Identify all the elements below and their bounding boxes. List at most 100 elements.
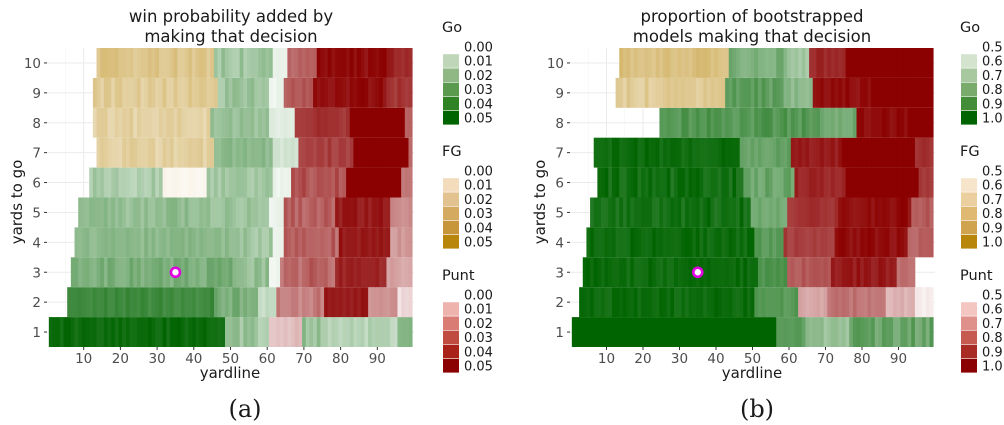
heat-cell bbox=[885, 317, 890, 347]
heat-cell bbox=[386, 77, 391, 108]
heat-cell bbox=[371, 107, 376, 138]
heat-cell bbox=[622, 257, 627, 288]
heat-cell bbox=[162, 317, 167, 347]
heat-cell bbox=[878, 257, 883, 288]
heat-cell bbox=[787, 227, 792, 258]
heat-cell bbox=[342, 227, 347, 258]
heat-cell bbox=[695, 48, 700, 78]
heat-cell bbox=[633, 167, 638, 198]
heat-cell bbox=[820, 137, 825, 168]
heat-cell bbox=[331, 137, 336, 168]
heat-cell bbox=[903, 317, 909, 347]
heat-cell bbox=[217, 107, 222, 138]
heat-cell bbox=[703, 48, 708, 78]
heat-cell bbox=[874, 167, 879, 198]
heat-cell bbox=[316, 317, 321, 347]
heat-cell bbox=[798, 287, 803, 318]
heat-cell bbox=[202, 257, 208, 288]
heat-cell bbox=[743, 317, 748, 347]
heat-cell bbox=[346, 197, 351, 228]
heat-cell bbox=[659, 167, 664, 198]
heat-cell bbox=[663, 287, 668, 318]
heat-cell bbox=[338, 197, 343, 228]
heat-cell bbox=[338, 48, 343, 78]
heat-cell bbox=[364, 287, 369, 318]
heat-cell bbox=[611, 197, 617, 228]
heat-cell bbox=[626, 227, 631, 258]
heat-cell bbox=[305, 317, 310, 347]
heat-cell bbox=[637, 227, 642, 258]
heat-cell bbox=[393, 257, 398, 288]
heat-cell bbox=[867, 227, 872, 258]
heat-cell bbox=[404, 137, 409, 168]
heat-cell bbox=[608, 167, 613, 198]
heat-cell bbox=[721, 197, 726, 228]
heat-cell bbox=[397, 317, 402, 347]
heat-cell bbox=[801, 137, 806, 168]
heat-cell bbox=[637, 77, 642, 108]
legend-label: 0.01 bbox=[464, 179, 493, 194]
heat-cell bbox=[228, 287, 233, 318]
heat-cell bbox=[224, 317, 230, 347]
heat-cell bbox=[250, 48, 255, 78]
heat-cell bbox=[929, 107, 934, 138]
heat-cell bbox=[379, 227, 384, 258]
heat-cell bbox=[357, 48, 362, 78]
heat-cell bbox=[871, 167, 876, 198]
heat-cell bbox=[298, 137, 303, 168]
heat-cell bbox=[674, 287, 679, 318]
heat-cell bbox=[338, 317, 343, 347]
heat-cell bbox=[688, 227, 693, 258]
heat-cell bbox=[206, 257, 211, 288]
legend-swatch bbox=[961, 344, 977, 359]
heat-cell bbox=[89, 257, 94, 288]
heat-cell bbox=[103, 197, 108, 228]
heat-cell bbox=[357, 107, 362, 138]
heat-cell bbox=[827, 317, 832, 347]
heat-cell bbox=[896, 48, 901, 78]
heat-cell bbox=[619, 197, 624, 228]
heat-cell bbox=[852, 77, 857, 108]
heat-cell bbox=[644, 197, 649, 228]
heat-cell bbox=[280, 137, 285, 168]
heat-cell bbox=[133, 287, 138, 318]
heat-cell bbox=[834, 48, 839, 78]
legend-swatch bbox=[443, 111, 459, 125]
heat-cell bbox=[309, 287, 314, 318]
heat-cell bbox=[838, 137, 843, 168]
heat-cell bbox=[103, 167, 108, 198]
heat-cell bbox=[114, 197, 119, 228]
heat-cell bbox=[118, 167, 123, 198]
heat-cell bbox=[111, 167, 116, 198]
heat-cell bbox=[648, 137, 653, 168]
heat-cell bbox=[684, 48, 690, 78]
heat-cell bbox=[925, 48, 930, 78]
heat-cell bbox=[710, 227, 715, 258]
heat-cell bbox=[900, 48, 905, 78]
heat-cell bbox=[684, 317, 690, 347]
heat-cell bbox=[878, 227, 883, 258]
heat-cell bbox=[885, 137, 890, 168]
heat-cell bbox=[206, 197, 211, 228]
legend-label: 0.03 bbox=[464, 331, 493, 346]
heat-cell bbox=[302, 287, 307, 318]
heat-cell bbox=[313, 137, 318, 168]
heat-cell bbox=[96, 107, 101, 138]
heat-cell bbox=[867, 48, 872, 78]
heat-cell bbox=[283, 137, 288, 168]
heat-cell bbox=[272, 257, 277, 288]
heat-cell bbox=[89, 317, 94, 347]
heat-cell bbox=[874, 107, 879, 138]
heat-cell bbox=[254, 137, 259, 168]
heat-cell bbox=[364, 167, 369, 198]
heat-cell bbox=[911, 197, 916, 228]
heat-cell bbox=[287, 197, 292, 228]
x-tick-label: 30 bbox=[149, 351, 166, 367]
heat-cell bbox=[140, 257, 145, 288]
heat-cell bbox=[575, 317, 580, 347]
heat-cell bbox=[371, 317, 376, 347]
heat-cell bbox=[162, 227, 167, 258]
heat-cell bbox=[92, 257, 97, 288]
heat-cell bbox=[276, 317, 281, 347]
heat-cell bbox=[382, 257, 387, 288]
